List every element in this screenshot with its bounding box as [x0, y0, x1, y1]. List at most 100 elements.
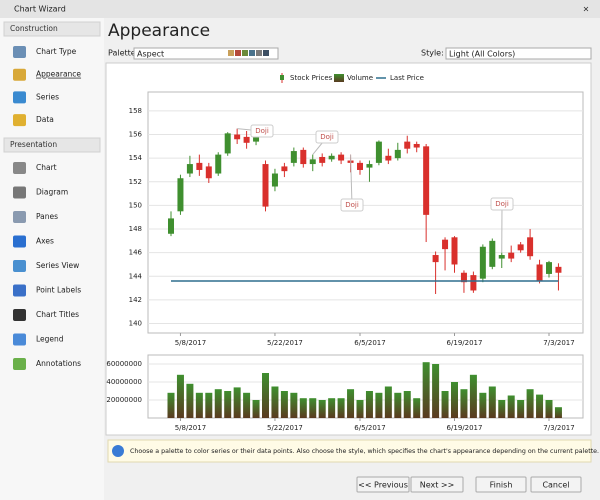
volume-bar	[224, 391, 232, 418]
volume-bar	[186, 383, 194, 418]
volume-bar	[205, 392, 213, 418]
x-tick-label: 5/22/2017	[267, 339, 303, 347]
sidebar-item[interactable]: Chart Type	[36, 47, 77, 56]
volume-bar	[347, 389, 355, 418]
info-icon	[112, 445, 124, 457]
sidebar-item[interactable]: Diagram	[36, 188, 68, 197]
volume-bar	[432, 364, 440, 418]
candle-body	[508, 252, 515, 259]
y2-tick-label: 40000000	[106, 378, 142, 386]
button[interactable]	[530, 476, 582, 493]
sidebar-item[interactable]: Chart	[36, 163, 57, 172]
sidebar-item[interactable]: Axes	[36, 237, 54, 246]
annotation: Doji	[345, 201, 359, 209]
y-tick-label: 144	[129, 272, 143, 280]
style-select[interactable]	[445, 47, 592, 60]
button-label: Finish	[490, 481, 513, 490]
volume-bar	[195, 392, 203, 418]
group-header	[3, 21, 101, 37]
candle-body	[262, 164, 269, 207]
volume-bar	[384, 386, 392, 418]
item-icon	[13, 333, 26, 346]
y2-tick-label: 60000000	[106, 360, 142, 368]
volume-bar	[214, 389, 222, 418]
sidebar-item[interactable]: Panes	[36, 212, 58, 221]
y-tick-label: 158	[129, 107, 142, 115]
candle-body	[196, 162, 203, 170]
volume-bar	[318, 400, 326, 418]
swatches	[228, 50, 269, 56]
title-bar	[0, 0, 600, 18]
candle-body	[404, 141, 411, 149]
candle-body	[536, 264, 543, 282]
volume-bar	[441, 391, 449, 418]
palette-select[interactable]	[133, 47, 279, 60]
sidebar-item[interactable]: Legend	[36, 335, 64, 344]
volume-bar	[554, 407, 562, 418]
style-value: Light (All Colors)	[449, 50, 515, 59]
sidebar-item[interactable]: Data	[36, 115, 54, 124]
item-icon	[13, 46, 26, 58]
x-tick-label: 5/22/2017	[267, 424, 303, 432]
item-icon	[13, 68, 26, 81]
candle-body	[385, 155, 392, 161]
x-tick-label: 5/8/2017	[175, 339, 206, 347]
candle-body	[319, 156, 326, 163]
sidebar-item[interactable]: Annotations	[36, 359, 81, 368]
candle-body	[555, 266, 562, 273]
volume-bar	[413, 398, 421, 418]
button[interactable]	[410, 476, 464, 493]
item-icon	[13, 186, 26, 199]
candle-body	[442, 239, 449, 250]
hint-bar	[107, 439, 592, 463]
group-title: Construction	[10, 24, 58, 33]
candle-body	[300, 149, 307, 165]
legend-label: Volume	[347, 74, 373, 82]
volume-bar	[460, 389, 468, 418]
volume-bar	[394, 392, 402, 418]
candle-body	[479, 246, 486, 279]
y-tick-label: 142	[129, 296, 142, 304]
legend-icon	[334, 74, 344, 82]
x-tick-label: 7/3/2017	[543, 339, 574, 347]
candle-body	[234, 134, 241, 140]
item-icon	[13, 114, 26, 127]
x-tick-label: 7/3/2017	[543, 424, 574, 432]
item-icon	[13, 309, 26, 321]
sidebar-item[interactable]: Appearance	[36, 70, 81, 79]
style-label: Style:	[421, 49, 444, 58]
sidebar-item[interactable]: Series	[36, 92, 59, 101]
candle-body	[253, 136, 260, 142]
volume-bar	[243, 392, 251, 418]
annotation-box	[340, 198, 364, 212]
x-tick-label: 6/19/2017	[447, 339, 483, 347]
price-plot	[147, 91, 584, 334]
volume-bar	[536, 394, 544, 418]
volume-bar	[479, 392, 487, 418]
sidebar-item[interactable]: Point Labels	[36, 286, 81, 295]
sidebar-item[interactable]: Chart Titles	[36, 310, 79, 319]
volume-bar	[365, 391, 373, 418]
candle-body	[432, 255, 439, 263]
item-icon	[13, 235, 26, 248]
button[interactable]	[475, 476, 527, 493]
volume-bar	[488, 386, 496, 418]
annotation: Doji	[495, 200, 509, 208]
volume-bar	[337, 398, 345, 418]
candle-body	[338, 154, 345, 161]
button[interactable]	[356, 476, 410, 493]
legend-icon	[280, 75, 284, 80]
annotation: Doji	[255, 127, 269, 135]
candle-body	[413, 143, 420, 148]
y2-tick-label: 20000000	[106, 396, 142, 404]
volume-bar	[545, 400, 553, 418]
volume-bar	[280, 391, 288, 418]
close-button[interactable]: ×	[583, 5, 590, 14]
sidebar-item[interactable]: Series View	[36, 261, 79, 270]
y-tick-label: 146	[129, 249, 143, 257]
candle-body	[366, 164, 373, 168]
volume-bar	[176, 374, 184, 418]
volume-bar	[375, 392, 383, 418]
candle-body	[205, 166, 212, 179]
